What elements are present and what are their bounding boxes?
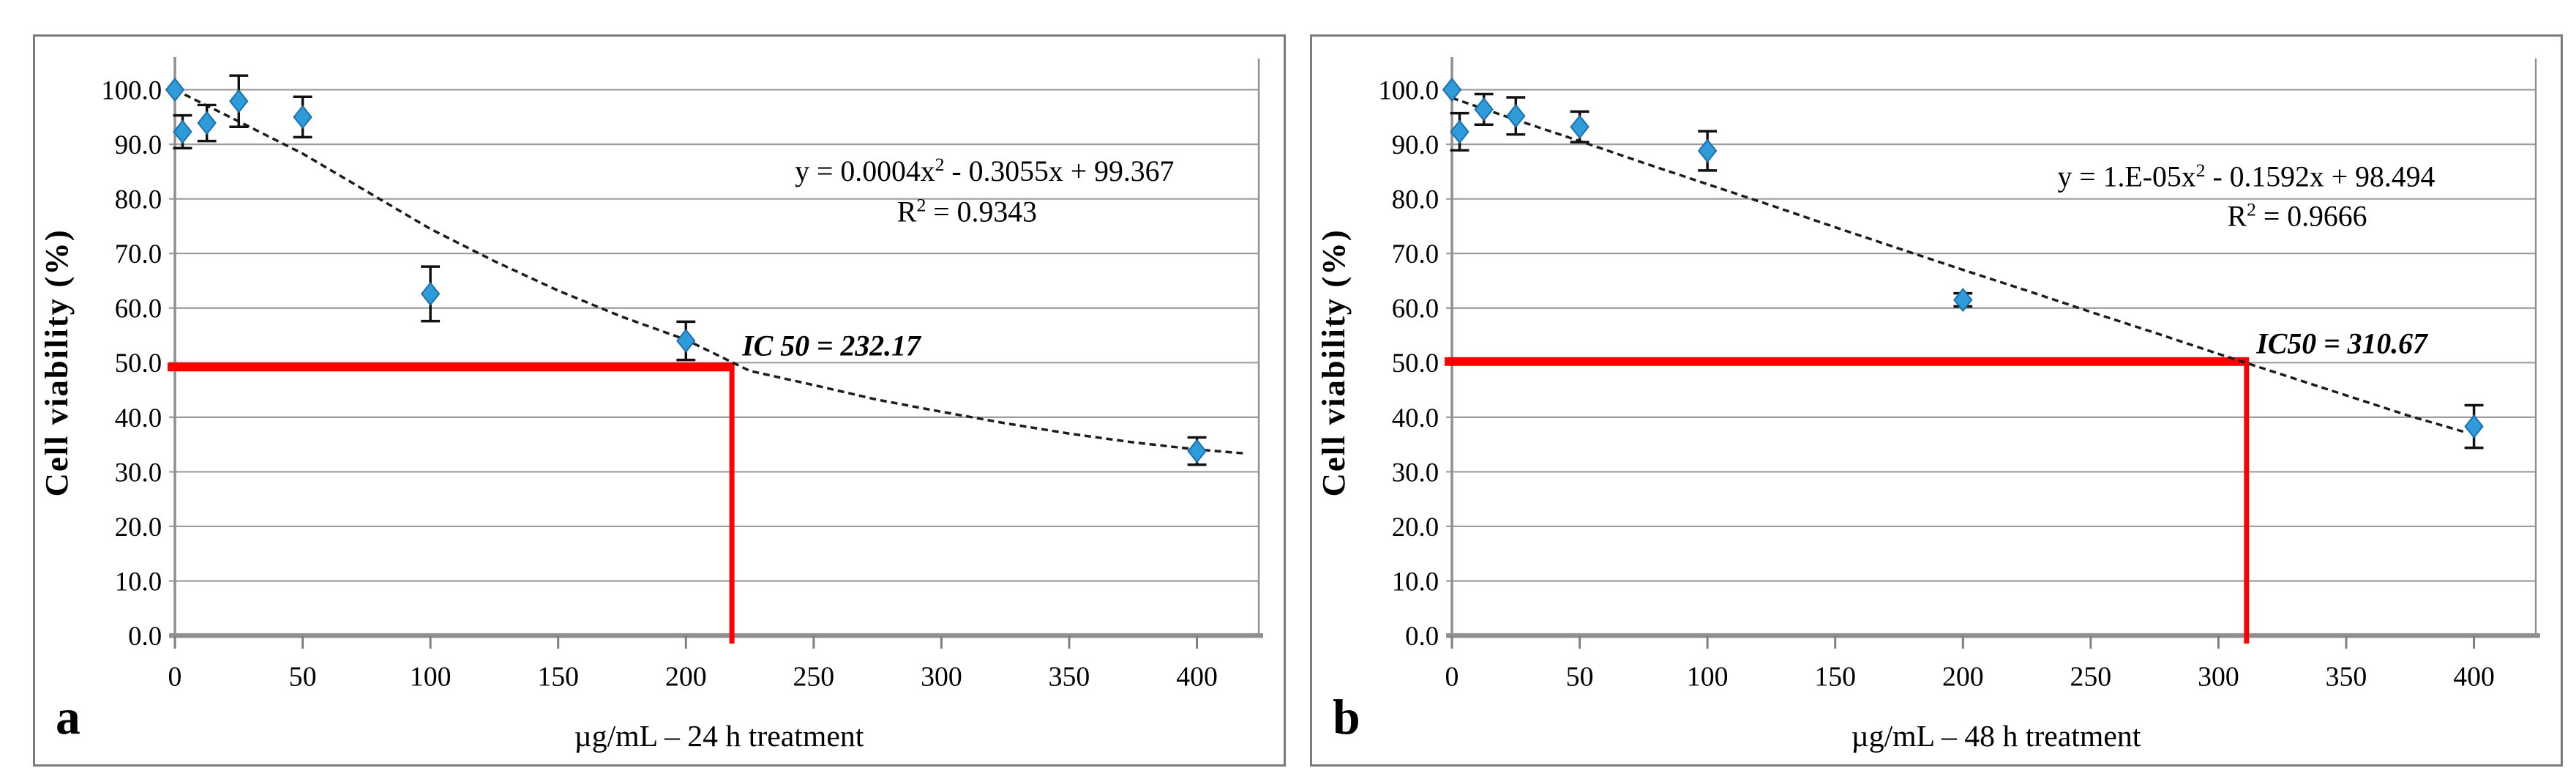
y-tick-label: 10.0 [115, 566, 162, 596]
x-tick-label: 0 [1445, 662, 1459, 693]
x-tick-label: 150 [537, 662, 579, 693]
ic50-label: IC50 = 310.67 [2255, 327, 2429, 359]
chart-panel-a: 0 50 100 150 200 250 300 350 400 100.0 90.0 80.0 70.… [33, 34, 1286, 767]
x-tick-label: 150 [1814, 662, 1856, 693]
chart-panel-b: 0 50 100 150 200 250 300 350 400 100.0 90.0 80.0 70.… [1310, 34, 2563, 767]
data-point-marker [229, 89, 249, 113]
panel-letter: a [56, 690, 80, 745]
y-axis-title: Cell viability (%) [1315, 228, 1352, 496]
data-point-marker [197, 111, 217, 135]
y-tick-label: 80.0 [1392, 184, 1439, 215]
y-tick-label: 90.0 [1392, 130, 1439, 160]
data-point-marker [1474, 97, 1494, 122]
y-tick-label: 40.0 [115, 403, 162, 433]
x-axis-title: µg/mL – 24 h treatment [574, 720, 864, 753]
chart-b: 0 50 100 150 200 250 300 350 400 100.0 90.0 80.0 70.… [1315, 56, 2541, 753]
x-tick-label: 400 [2453, 662, 2495, 693]
ic50-label: IC 50 = 232.17 [741, 329, 922, 362]
trendline [174, 89, 1243, 455]
ic50-reference-lines [168, 362, 735, 644]
y-tick-label: 30.0 [115, 457, 162, 487]
x-tick-label: 0 [168, 662, 182, 693]
gridlines [1446, 89, 2536, 582]
y-tick-label: 70.0 [1392, 239, 1439, 269]
y-tick-label: 100.0 [101, 75, 162, 105]
x-tick-label: 100 [410, 662, 452, 693]
data-point-marker [1697, 138, 1718, 163]
regression-equation: y = 0.0004x2 - 0.3055x + 99.367 [795, 154, 1174, 187]
data-point-marker [1570, 114, 1590, 139]
y-tick-label: 20.0 [115, 512, 162, 542]
data-point-marker [1187, 439, 1207, 463]
chart-a: 0 50 100 150 200 250 300 350 400 100.0 90.0 80.0 70.… [38, 56, 1264, 753]
y-tick-label: 60.0 [115, 294, 162, 324]
y-tick-label: 50.0 [1392, 348, 1439, 378]
y-tick-label: 0.0 [1405, 621, 1439, 651]
data-point-marker [420, 281, 441, 306]
panel-letter: b [1333, 690, 1360, 745]
x-tick-label: 50 [1566, 662, 1594, 693]
y-axis-title: Cell viability (%) [38, 228, 75, 496]
y-tick-label: 10.0 [1392, 566, 1439, 596]
x-axis-title: µg/mL – 48 h treatment [1852, 720, 2141, 753]
y-tick-label: 20.0 [1392, 512, 1439, 542]
x-tick-label: 300 [921, 662, 962, 693]
x-tick-label: 200 [1942, 662, 1984, 693]
x-tick-label: 250 [2070, 662, 2112, 693]
x-tick-label: 100 [1687, 662, 1729, 693]
x-tick-label: 300 [2198, 662, 2239, 693]
x-tick-label: 250 [793, 662, 835, 693]
y-tick-label: 100.0 [1378, 75, 1439, 105]
y-tick-label: 40.0 [1392, 403, 1439, 433]
x-tick-label: 350 [1049, 662, 1090, 693]
y-tick-label: 60.0 [1392, 294, 1439, 324]
regression-equation: y = 1.E-05x2 - 0.1592x + 98.494 [2057, 160, 2435, 193]
data-point-marker [2464, 414, 2484, 439]
trendline [1451, 97, 2467, 434]
data-point-marker [293, 105, 312, 130]
ic50-reference-lines [1445, 357, 2250, 644]
y-tick-label: 90.0 [115, 130, 162, 160]
x-tick-label: 200 [665, 662, 707, 693]
y-tick-label: 50.0 [115, 348, 162, 378]
data-point-marker [676, 328, 696, 353]
r-squared-label: R2 = 0.9666 [2228, 199, 2367, 233]
y-tick-label: 70.0 [115, 239, 162, 269]
y-tick-label: 80.0 [115, 184, 162, 215]
x-tick-label: 400 [1176, 662, 1218, 693]
x-tick-label: 350 [2326, 662, 2367, 693]
data-point-marker [165, 78, 185, 102]
data-point-marker [1953, 288, 1973, 313]
r-squared-label: R2 = 0.9343 [897, 195, 1037, 228]
data-point-marker [1442, 78, 1462, 102]
y-tick-label: 0.0 [128, 621, 162, 651]
data-point-marker [1450, 119, 1469, 144]
data-point-marker [1506, 103, 1526, 128]
x-tick-label: 50 [289, 662, 317, 693]
y-tick-label: 30.0 [1392, 457, 1439, 487]
data-point-marker [173, 119, 192, 144]
